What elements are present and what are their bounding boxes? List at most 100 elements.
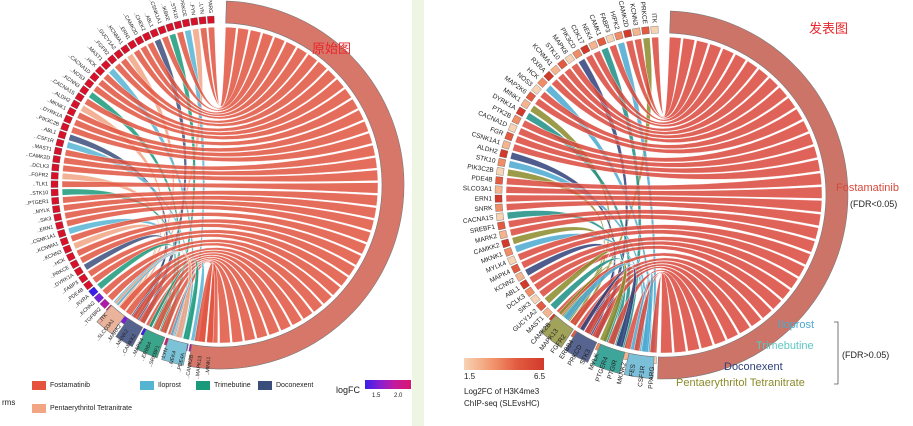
gene-label: ..STK10 [168, 0, 179, 20]
chord-ribbon [569, 257, 762, 327]
gene-label: ..MYLK [33, 207, 51, 215]
gene-block [50, 172, 59, 180]
chord-ribbon [64, 200, 375, 231]
drug-arc [623, 352, 655, 379]
gene-block [51, 197, 60, 205]
legend-fostamatinib: Fostamatinib [32, 381, 90, 390]
gene-block [650, 25, 659, 34]
gene-block [503, 247, 514, 257]
chord-ribbon [514, 135, 818, 174]
chord-ribbon [505, 186, 823, 199]
chord-ribbon [194, 263, 215, 344]
legend-swatch [140, 381, 154, 390]
gene-block [83, 280, 94, 291]
chord-ribbon [103, 69, 337, 132]
gene-block [53, 146, 63, 156]
chord-ribbon [625, 39, 709, 119]
chord-ribbon [624, 271, 700, 352]
chord-ribbon [63, 195, 377, 219]
gene-block [497, 158, 507, 167]
gene-block [198, 16, 207, 25]
gene-block [535, 300, 547, 312]
left-chord-panel: ..PPARG ..LYN ..FYN ..PRKCE ..STK10 ..IKBKE..… [0, 0, 412, 426]
gene-label: ..PDE4A [176, 352, 186, 373]
chord-ribbon [70, 212, 367, 255]
gene-block [59, 236, 70, 246]
chord-ribbon [591, 266, 726, 345]
chord-ribbon [120, 53, 318, 124]
gene-block [157, 25, 167, 35]
drug-arc [187, 0, 405, 370]
chord-ribbon [520, 229, 806, 278]
gene-label: PPARG [648, 366, 656, 389]
chord-ribbon [76, 109, 365, 153]
gene-label: ..CAMK2D [25, 152, 50, 162]
chord-ribbon [167, 261, 231, 344]
gene-label: ..STK10 [29, 190, 48, 197]
chord-ribbon [62, 190, 378, 207]
colorbar-title: logFC [336, 385, 361, 395]
chord-ribbon [61, 180, 379, 194]
gene-label: CACNA1S [463, 214, 495, 225]
chord-ribbon [199, 27, 249, 108]
chord-ribbon [570, 60, 758, 132]
gene-block [113, 49, 124, 60]
gene-label: ITK [650, 13, 658, 24]
gene-block [181, 18, 191, 28]
legend-trimebutine: Trimebutine [196, 381, 251, 390]
colorbar-max: 6.5 [534, 372, 546, 381]
chord-ribbon [119, 247, 313, 320]
gene-block [60, 122, 70, 132]
right-chord-panel: ITK PRKCE KCNN3 CAMK2D HIPK2 FABP3 CAMK1 NEK4 CD… [424, 0, 913, 426]
chord-ribbon [634, 37, 696, 118]
gene-block [57, 229, 67, 238]
fdr-significant-note: (FDR<0.05) [850, 199, 898, 209]
drug-label-fostamatinib: Fostamatinib [836, 182, 899, 194]
gene-block [84, 78, 95, 89]
chord-ribbon [509, 214, 816, 253]
chord-ribbon [579, 266, 637, 348]
chord-ribbon [63, 157, 378, 176]
legend-doconexent: Doconexent [258, 381, 313, 390]
gene-block [494, 194, 503, 203]
chord-ribbon [92, 233, 341, 296]
chord-ribbon [649, 273, 673, 354]
gene-label: PIK3C2B [467, 164, 494, 175]
chord-ribbon [73, 119, 369, 157]
gene-label: ..ABL1 [143, 12, 155, 29]
chord-ribbon [152, 259, 256, 342]
gene-block [173, 20, 183, 30]
gene-label: ..MINK1 [205, 356, 212, 375]
gene-block [507, 122, 518, 133]
chord-ribbon [87, 229, 349, 287]
gene-block [207, 15, 215, 24]
gene-block [498, 230, 508, 240]
legend-label: Pentaerythritol Tetranitrate [50, 405, 132, 412]
gene-label: ..PRKCE [177, 0, 187, 18]
colorbar-tick: 1.5 [372, 393, 381, 399]
gene-block [564, 53, 575, 65]
gene-block [69, 259, 80, 269]
chord-ribbon [505, 194, 823, 213]
gene-block [100, 59, 111, 71]
gene-block [641, 26, 650, 35]
gene-block [62, 244, 73, 254]
chord-ribbon [62, 164, 379, 182]
chord-ribbon [101, 239, 333, 305]
drug-arc [591, 343, 626, 374]
gene-block [495, 176, 504, 185]
chord-ribbon [506, 172, 822, 191]
gene-block [524, 286, 535, 298]
legend-pentaerythritol: Pentaerythritol Tetranitrate [32, 404, 132, 413]
chord-ribbon [84, 98, 359, 146]
gene-block [580, 44, 591, 55]
gene-block [79, 85, 90, 96]
legend-iloprost: Iloprost [140, 381, 181, 390]
gene-block [73, 266, 84, 277]
gene-block [70, 99, 81, 110]
chord-ribbon [145, 257, 268, 339]
chord-ribbon [75, 218, 362, 266]
drug-arc [657, 10, 849, 380]
chord-ribbon [538, 245, 782, 310]
drug-label-trimebutine: Trimebutine [756, 340, 814, 352]
